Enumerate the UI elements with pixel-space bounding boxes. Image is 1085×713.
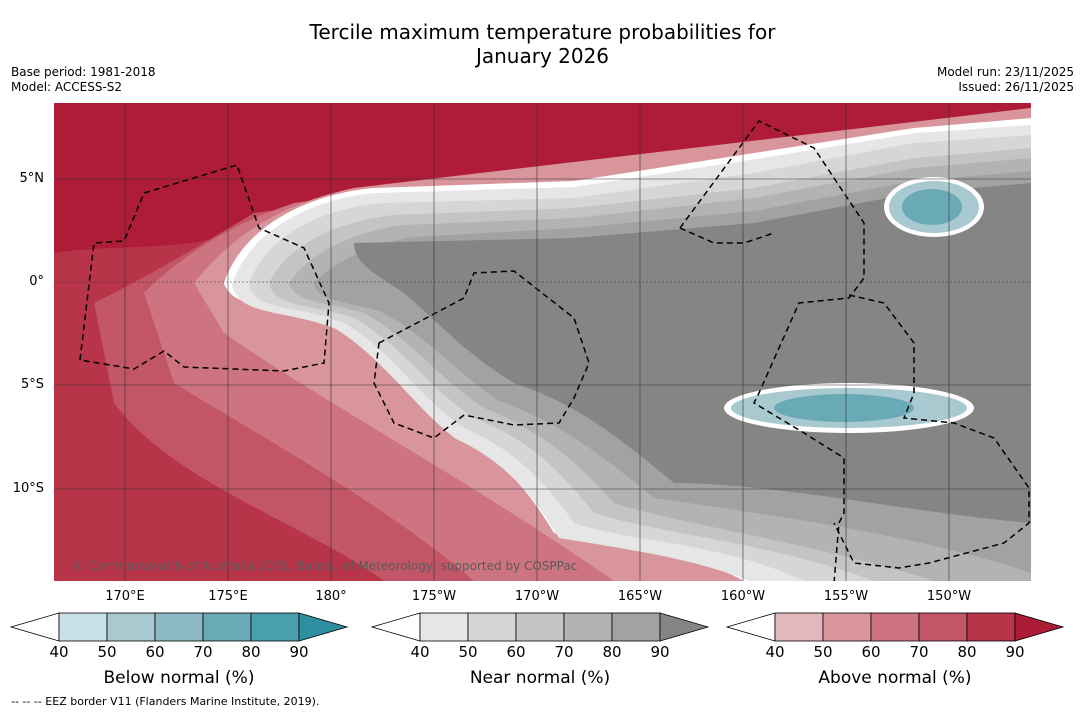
region-near-90 (354, 183, 1031, 523)
lon-label-165w: 165°W (617, 589, 663, 604)
lat-label-10s: 10°S (12, 481, 44, 496)
colorbar-below-segment (154, 612, 204, 642)
colorbar-near-tick: 90 (650, 643, 670, 661)
colorbar-near-tick: 50 (458, 643, 478, 661)
colorbar-near-tick: 70 (554, 643, 574, 661)
colorbar-above-title: Above normal (%) (818, 668, 972, 688)
lon-label-175e: 175°E (208, 589, 248, 604)
eez-border-central (373, 270, 590, 439)
colorbar-near-segment (515, 612, 565, 642)
graticule (54, 103, 1031, 581)
copyright-credit: © Commonwealth of Australia 2025, Bureau… (72, 559, 578, 573)
colorbar-above-tick: 70 (909, 643, 929, 661)
colorbar-near-high-arrow (659, 612, 710, 642)
eez-footnote: -- -- -- EEZ border V11 (Flanders Marine… (11, 695, 320, 708)
colorbars (9, 612, 1065, 642)
colorbar-below-segment (106, 612, 156, 642)
lat-label-5s: 5°S (20, 377, 44, 392)
colorbar-below-tick: 50 (97, 643, 117, 661)
colorbar-below-tick: 60 (145, 643, 165, 661)
colorbar-below-tick: 90 (289, 643, 309, 661)
map-title: Tercile maximum temperature probabilitie… (0, 20, 1085, 68)
colorbar-above-segment (774, 612, 824, 642)
colorbar-above-high-arrow (1014, 612, 1065, 642)
colorbar-below-low-arrow (9, 612, 60, 642)
eez-border-west (79, 164, 330, 372)
colorbar-above-segment (870, 612, 920, 642)
colorbar-near-low-arrow (370, 612, 421, 642)
colorbar-above-tick: 50 (813, 643, 833, 661)
colorbar-below-title: Below normal (%) (103, 668, 255, 688)
model-name: Model: ACCESS-S2 (11, 80, 123, 94)
title-line-1: Tercile maximum temperature probabilitie… (309, 20, 776, 44)
colorbar-above-tick: 90 (1005, 643, 1025, 661)
lon-label-170e: 170°E (105, 589, 145, 604)
below-south-70 (774, 394, 914, 422)
lon-label-175w: 175°W (411, 589, 457, 604)
colorbar-above-tick: 40 (765, 643, 785, 661)
colorbar-near-tick: 80 (602, 643, 622, 661)
lat-label-5n: 5°N (19, 171, 45, 186)
colorbar-below-tick: 70 (193, 643, 213, 661)
issued-date: Issued: 26/11/2025 (958, 80, 1074, 94)
eez-border-link (679, 227, 775, 244)
colorbar-below-tick: 40 (49, 643, 69, 661)
colorbar-near-title: Near normal (%) (469, 668, 611, 688)
colorbar-below-high-arrow (298, 612, 349, 642)
colorbar-above-segment (918, 612, 968, 642)
colorbar-above-segment (822, 612, 872, 642)
colorbar-below-segment (202, 612, 252, 642)
lon-label-150w: 150°W (926, 589, 972, 604)
probability-map (54, 103, 1031, 581)
colorbar-near-tick: 40 (410, 643, 430, 661)
lat-label-0: 0° (29, 274, 44, 289)
lon-label-170w: 170°W (514, 589, 560, 604)
meta-left: Base period: 1981-2018 Model: ACCESS-S2 (11, 65, 156, 95)
colorbar-near-segment (419, 612, 469, 642)
colorbar-near-segment (467, 612, 517, 642)
colorbar-above-tick: 60 (861, 643, 881, 661)
colorbar-near-segment (563, 612, 613, 642)
lon-label-160w: 160°W (720, 589, 766, 604)
map-svg (54, 103, 1031, 581)
colorbar-near-segment (611, 612, 661, 642)
base-period: Base period: 1981-2018 (11, 65, 156, 79)
colorbar-below-segment (250, 612, 300, 642)
title-line-2: January 2026 (475, 44, 610, 68)
meta-right: Model run: 23/11/2025 Issued: 26/11/2025 (937, 65, 1074, 95)
colorbar-below-segment (58, 612, 108, 642)
colorbar-above-tick: 80 (957, 643, 977, 661)
colorbar-below-tick: 80 (241, 643, 261, 661)
colorbar-above-segment (966, 612, 1016, 642)
below-north-70 (902, 189, 962, 225)
lon-label-155w: 155°W (823, 589, 869, 604)
colorbar-above-low-arrow (725, 612, 776, 642)
model-run: Model run: 23/11/2025 (936, 65, 1074, 79)
lon-label-180: 180° (315, 589, 347, 604)
colorbar-near-tick: 60 (506, 643, 526, 661)
eez-border-east (679, 120, 865, 581)
eez-border-southeast (833, 294, 1030, 569)
